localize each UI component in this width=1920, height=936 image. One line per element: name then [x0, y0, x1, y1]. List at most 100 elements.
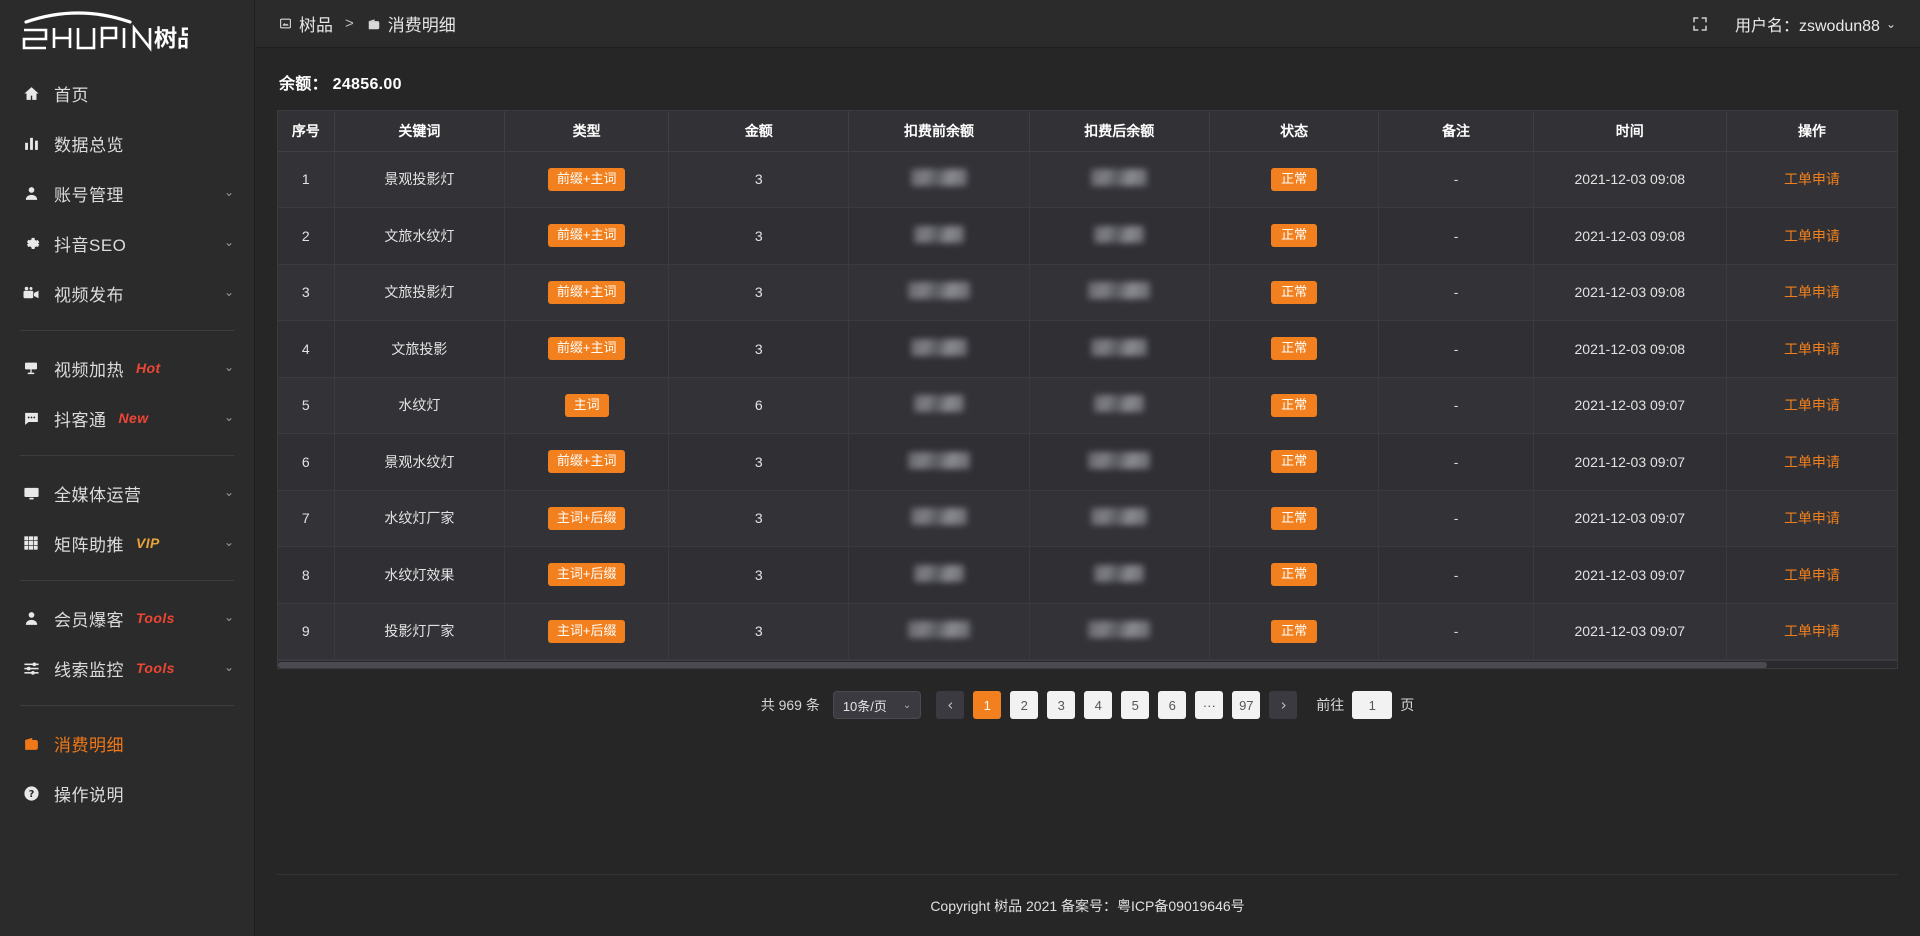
- balance-display: 余额： 24856.00: [279, 76, 402, 93]
- cell-type: 前缀+主词: [504, 433, 670, 491]
- table-row: 3 文旅投影灯 前缀+主词 3 正常 -2021-12-03 09:08 工单申请: [278, 264, 1897, 321]
- cell-status: 正常: [1209, 433, 1380, 491]
- cell-time: 2021-12-03 09:08: [1533, 320, 1727, 378]
- sidebar-item-video-publish[interactable]: 视频发布 ⌄: [0, 268, 254, 318]
- sidebar-menu: 首页 数据总览 账号管理 ⌄ 抖音SEO ⌄: [0, 58, 254, 936]
- topbar: 树品 > 消费明细 用户名：zswodun88 ⌄: [255, 0, 1920, 48]
- cell-action: 工单申请: [1726, 151, 1897, 208]
- sidebar-item-matrix-boost[interactable]: 矩阵助推 VIP ⌄: [0, 518, 254, 568]
- ticket-apply-link[interactable]: 工单申请: [1783, 340, 1840, 357]
- cell-amount: 3: [668, 546, 850, 604]
- pagination-ellipsis[interactable]: ···: [1195, 691, 1224, 719]
- ticket-apply-link[interactable]: 工单申请: [1783, 566, 1840, 583]
- pagination-total: 共 969 条: [760, 697, 820, 713]
- jump-page-input[interactable]: [1352, 691, 1393, 719]
- sidebar-item-douketong[interactable]: 抖客通 New ⌄: [0, 393, 254, 443]
- cell-type: 主词+后缀: [504, 546, 670, 604]
- wallet-icon: [366, 16, 382, 32]
- sidebar-item-lead-monitor[interactable]: 线索监控 Tools ⌄: [0, 643, 254, 693]
- monitor-icon: [20, 482, 42, 504]
- breadcrumb-label: 消费明细: [387, 16, 456, 35]
- col-keyword: 关键词: [334, 111, 506, 152]
- redacted-value: [914, 225, 965, 243]
- sidebar-item-video-boost[interactable]: 视频加热 Hot ⌄: [0, 343, 254, 393]
- cell-amount: 6: [668, 377, 850, 434]
- breadcrumb-item-root[interactable]: 树品: [277, 11, 333, 36]
- chevron-right-icon: [1281, 701, 1286, 709]
- ticket-apply-link[interactable]: 工单申请: [1783, 453, 1840, 470]
- svg-text:?: ?: [28, 789, 34, 800]
- col-remark: 备注: [1378, 111, 1534, 152]
- redacted-value: [914, 395, 965, 413]
- cell-action: 工单申请: [1726, 320, 1897, 378]
- sidebar-badge-hot: Hot: [136, 360, 161, 376]
- ticket-apply-link[interactable]: 工单申请: [1783, 227, 1840, 244]
- pagination-page-4[interactable]: 4: [1084, 691, 1113, 719]
- sidebar-item-label: 矩阵助推: [54, 535, 124, 555]
- window-icon: [277, 16, 293, 32]
- redacted-value: [911, 508, 968, 526]
- sidebar-item-label: 操作说明: [54, 785, 124, 805]
- sidebar-item-douyin-seo[interactable]: 抖音SEO ⌄: [0, 218, 254, 268]
- cell-balance-before: [848, 320, 1030, 378]
- sidebar-item-consumption-detail[interactable]: 消费明细: [0, 718, 254, 768]
- cell-action: 工单申请: [1726, 207, 1897, 265]
- page-size-select[interactable]: 10条/页 ⌄: [832, 691, 922, 719]
- video-camera-icon: [20, 282, 42, 304]
- cell-keyword: 水纹灯厂家: [334, 490, 506, 547]
- pagination-page-6[interactable]: 6: [1158, 691, 1187, 719]
- pagination-page-last[interactable]: 97: [1232, 691, 1261, 719]
- user-name-label: 用户名：zswodun88: [1734, 17, 1880, 35]
- chevron-down-icon: ⌄: [1885, 16, 1896, 31]
- chevron-down-icon: ⌄: [223, 610, 234, 624]
- remark-value: -: [1453, 623, 1459, 640]
- sidebar-badge-tools: Tools: [136, 660, 175, 676]
- fullscreen-icon[interactable]: [1691, 15, 1709, 33]
- pagination-page-2[interactable]: 2: [1010, 691, 1039, 719]
- brand-logo[interactable]: 树品: [0, 0, 254, 58]
- ticket-apply-link[interactable]: 工单申请: [1783, 171, 1840, 188]
- pagination-page-3[interactable]: 3: [1047, 691, 1076, 719]
- type-badge: 前缀+主词: [547, 280, 626, 304]
- table-row: 6 景观水纹灯 前缀+主词 3 正常 - 2021-12-03 09:07 工单申请: [278, 433, 1897, 491]
- cell-balance-after: [1029, 320, 1210, 378]
- breadcrumb-item-current[interactable]: 消费明细: [366, 11, 456, 36]
- ticket-apply-link[interactable]: 工单申请: [1783, 623, 1840, 640]
- sidebar-item-instructions[interactable]: ? 操作说明: [0, 768, 254, 818]
- sidebar-item-omnimedia-operations[interactable]: 全媒体运营 ⌄: [0, 468, 254, 518]
- sidebar-item-label: 视频加热: [54, 360, 124, 380]
- ticket-apply-link[interactable]: 工单申请: [1783, 510, 1840, 527]
- status-badge: 正常: [1271, 619, 1318, 643]
- status-badge: 正常: [1271, 337, 1318, 361]
- sidebar-item-label: 线索监控: [54, 660, 124, 680]
- menu-divider: [20, 705, 234, 706]
- sidebar-item-account-management[interactable]: 账号管理 ⌄: [0, 168, 254, 218]
- cell-balance-before: [848, 490, 1030, 547]
- cell-remark: -: [1378, 207, 1534, 265]
- table-header-row: 序号 关键词 类型 金额 扣费前余额 扣费后余额 状态 备注 时间 操作: [278, 111, 1897, 152]
- col-time: 时间: [1533, 111, 1727, 152]
- pagination-prev-button[interactable]: [936, 691, 965, 719]
- pagination-page-1[interactable]: 1: [973, 691, 1002, 719]
- user-menu[interactable]: 用户名：zswodun88 ⌄: [1735, 12, 1896, 36]
- cell-status: 正常: [1209, 490, 1380, 547]
- chevron-down-icon: ⌄: [223, 535, 234, 549]
- sidebar-item-data-overview[interactable]: 数据总览: [0, 118, 254, 168]
- table-horizontal-scrollbar[interactable]: [278, 660, 1897, 668]
- remark-value: -: [1453, 510, 1459, 527]
- megaphone-icon: [20, 357, 42, 379]
- scrollbar-thumb[interactable]: [278, 662, 1768, 668]
- cell-status: 正常: [1209, 207, 1380, 265]
- ticket-apply-link[interactable]: 工单申请: [1783, 397, 1840, 414]
- col-balance-after: 扣费后余额: [1029, 111, 1210, 152]
- chevron-left-icon: [948, 701, 952, 709]
- cell-time: 2021-12-03 09:07: [1533, 377, 1727, 434]
- svg-text:树品: 树品: [154, 26, 188, 52]
- ticket-apply-link[interactable]: 工单申请: [1783, 284, 1840, 301]
- col-amount: 金额: [668, 111, 850, 152]
- pagination-next-button[interactable]: [1269, 691, 1298, 719]
- sidebar-item-member-baoke[interactable]: 会员爆客 Tools ⌄: [0, 593, 254, 643]
- redacted-value: [908, 282, 971, 300]
- sidebar-item-home[interactable]: 首页: [0, 68, 254, 118]
- pagination-page-5[interactable]: 5: [1121, 691, 1150, 719]
